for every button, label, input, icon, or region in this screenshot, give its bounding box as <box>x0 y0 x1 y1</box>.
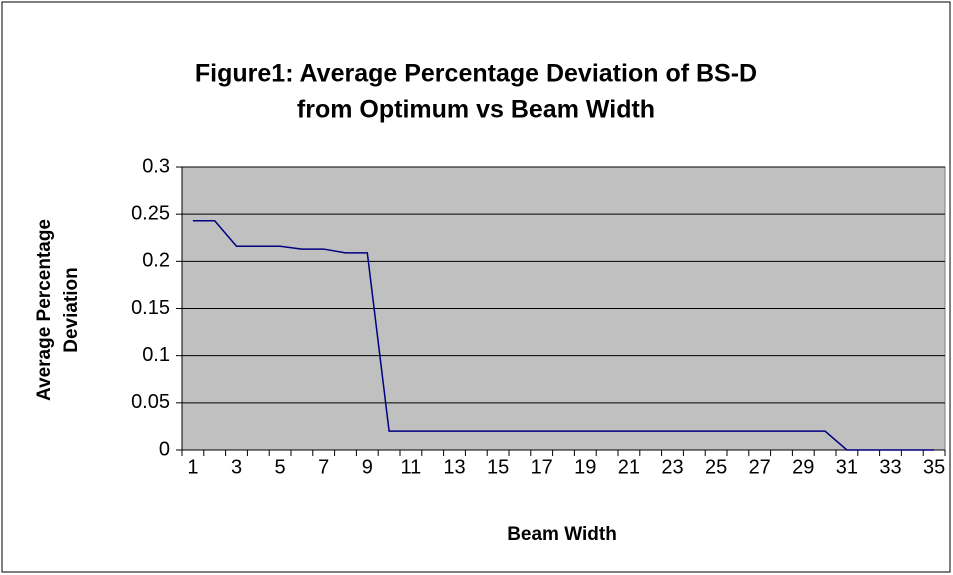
x-tick-label: 1 <box>187 456 198 478</box>
x-tick-label: 7 <box>318 456 329 478</box>
y-tick-label: 0.05 <box>131 391 170 413</box>
y-axis-title: Average Percentage <box>34 219 55 401</box>
y-tick-label: 0 <box>159 438 170 460</box>
x-tick-label: 9 <box>362 456 373 478</box>
x-tick-label: 25 <box>705 456 727 478</box>
x-tick-label: 13 <box>443 456 465 478</box>
x-tick-label: 29 <box>792 456 814 478</box>
y-axis-title: Deviation <box>61 267 82 353</box>
x-tick-label: 23 <box>661 456 683 478</box>
x-tick-label: 27 <box>749 456 771 478</box>
x-tick-label: 35 <box>923 456 945 478</box>
y-tick-label: 0.25 <box>131 202 170 224</box>
x-tick-label: 17 <box>531 456 553 478</box>
y-tick-label: 0.1 <box>142 344 170 366</box>
x-tick-label: 11 <box>401 456 422 478</box>
chart-title: from Optimum vs Beam Width <box>297 96 655 124</box>
y-tick-label: 0.3 <box>142 155 170 177</box>
x-tick-label: 15 <box>487 456 509 478</box>
y-tick-label: 0.15 <box>131 297 170 319</box>
x-tick-label: 31 <box>836 456 858 478</box>
data-line <box>192 220 935 451</box>
x-axis-title: Beam Width <box>507 524 617 545</box>
x-tick-label: 3 <box>231 456 242 478</box>
y-tick-label: 0.2 <box>142 250 170 272</box>
x-tick-label: 21 <box>618 456 640 478</box>
x-tick-label: 5 <box>275 456 286 478</box>
x-tick-label: 33 <box>879 456 901 478</box>
chart-title: Figure1: Average Percentage Deviation of… <box>195 60 757 88</box>
x-tick-label: 19 <box>574 456 596 478</box>
